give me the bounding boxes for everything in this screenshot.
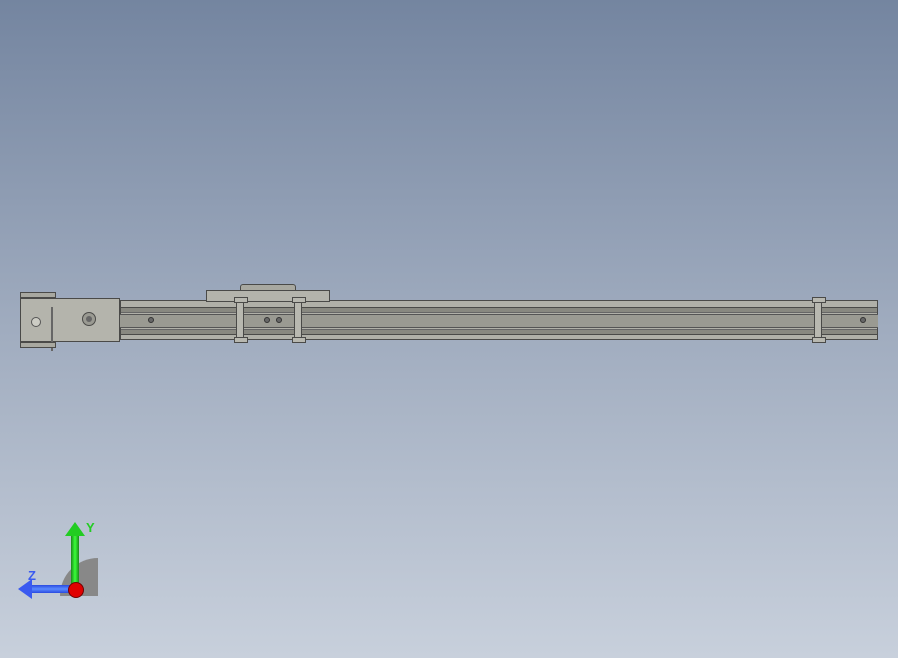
end-block-bore	[82, 312, 96, 326]
axis-z[interactable]	[30, 585, 72, 593]
axis-y[interactable]	[71, 534, 79, 586]
rail-mounting-hole	[148, 317, 154, 323]
rail-mid-channel	[120, 314, 878, 328]
axis-y-label: Y	[86, 520, 95, 535]
carriage-block	[206, 290, 330, 302]
rail-mounting-hole	[276, 317, 282, 323]
cad-viewport[interactable]: Y Z	[0, 0, 898, 658]
axis-z-label: Z	[28, 568, 36, 583]
motor-end-block	[20, 298, 120, 342]
rail-mounting-hole	[264, 317, 270, 323]
orientation-triad[interactable]: Y Z	[30, 528, 110, 608]
end-block-bottom-notch	[20, 342, 56, 348]
rail-mounting-hole	[860, 317, 866, 323]
mounting-bracket	[814, 300, 822, 340]
mounting-bracket	[236, 300, 244, 340]
axis-origin[interactable]	[68, 582, 84, 598]
model-assembly[interactable]	[20, 290, 880, 350]
mounting-bracket	[294, 300, 302, 340]
